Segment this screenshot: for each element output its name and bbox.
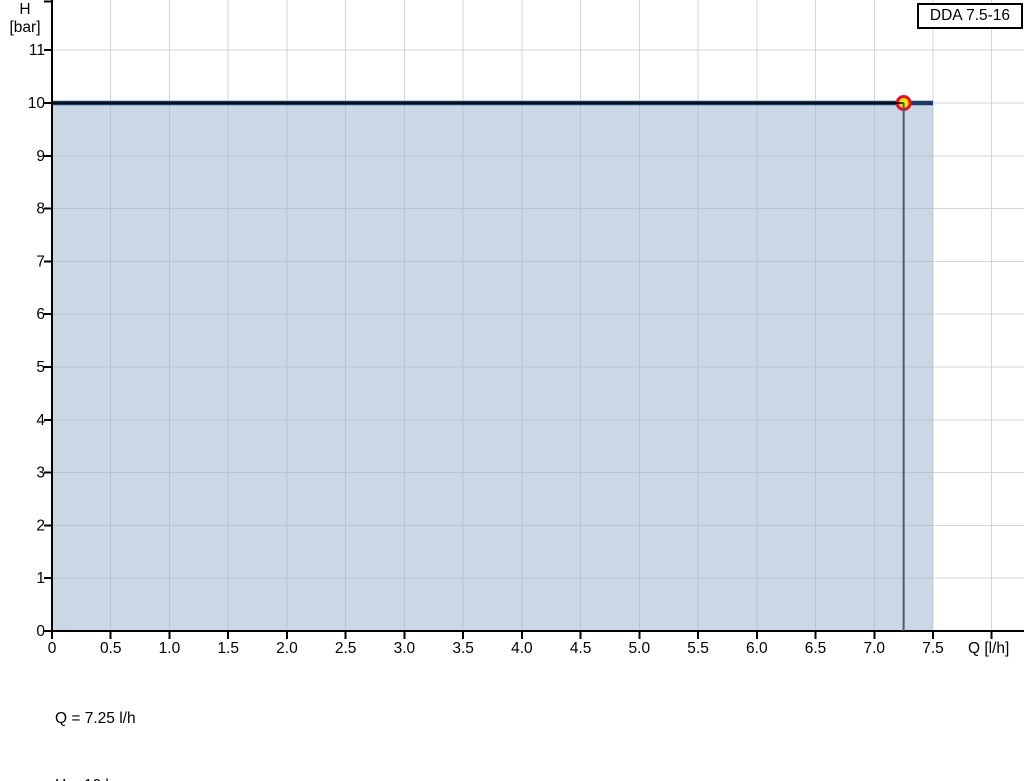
x-tick-label: 1.5 [217, 640, 239, 657]
x-tick-label: 3.0 [394, 640, 416, 657]
y-tick-label: 7 [36, 253, 45, 270]
chart-canvas: 0 0.5 1.0 1.5 2.0 2.5 3.0 3.5 4.0 4.5 5.0 5.5 6.0 6.5… [9, 0, 1024, 657]
x-tick-label: 6.5 [805, 640, 827, 657]
operating-point-info: Q = 7.25 l/h H = 10 bar Pumped liquid = … [55, 663, 357, 781]
x-tick-label: 4.0 [511, 640, 533, 657]
x-tick-label: 5.0 [629, 640, 651, 657]
y-axis-unit-label: H [19, 1, 30, 18]
x-tick-label: 7.0 [863, 640, 885, 657]
x-tick-label: 1.0 [159, 640, 181, 657]
pump-model-badge: DDA 7.5-16 [917, 3, 1023, 29]
pump-model-label: DDA 7.5-16 [929, 7, 1011, 24]
y-tick-label: 5 [36, 359, 45, 376]
y-tick-label: 6 [36, 306, 45, 323]
x-tick-label: 2.5 [335, 640, 357, 657]
y-tick-label: 9 [36, 148, 45, 165]
y-tick-label: 11 [29, 42, 45, 59]
y-tick-label: 0 [36, 623, 45, 640]
x-tick-label: 6.0 [746, 640, 768, 657]
y-tick-label: 2 [36, 517, 45, 534]
x-tick-label: 4.5 [570, 640, 592, 657]
x-tick-label: 0 [48, 640, 57, 657]
x-tick-label: 3.5 [452, 640, 474, 657]
x-axis-unit-label: Q [l/h] [968, 640, 1009, 657]
x-tick-label: 0.5 [100, 640, 122, 657]
y-tick-label: 3 [36, 465, 45, 482]
y-tick-label: 10 [28, 95, 46, 112]
info-line-flow: Q = 7.25 l/h [55, 709, 136, 727]
y-tick-label: 8 [36, 201, 45, 218]
x-tick-label: 2.0 [276, 640, 298, 657]
y-axis-unit-label: [bar] [9, 19, 40, 36]
x-tick-label: 5.5 [687, 640, 709, 657]
y-tick-label: 4 [36, 412, 45, 429]
curve-fill-area [52, 103, 933, 631]
info-line-head: H = 10 bar [55, 775, 357, 781]
x-tick-label: 7.5 [922, 640, 944, 657]
y-tick-label: 1 [36, 570, 45, 587]
